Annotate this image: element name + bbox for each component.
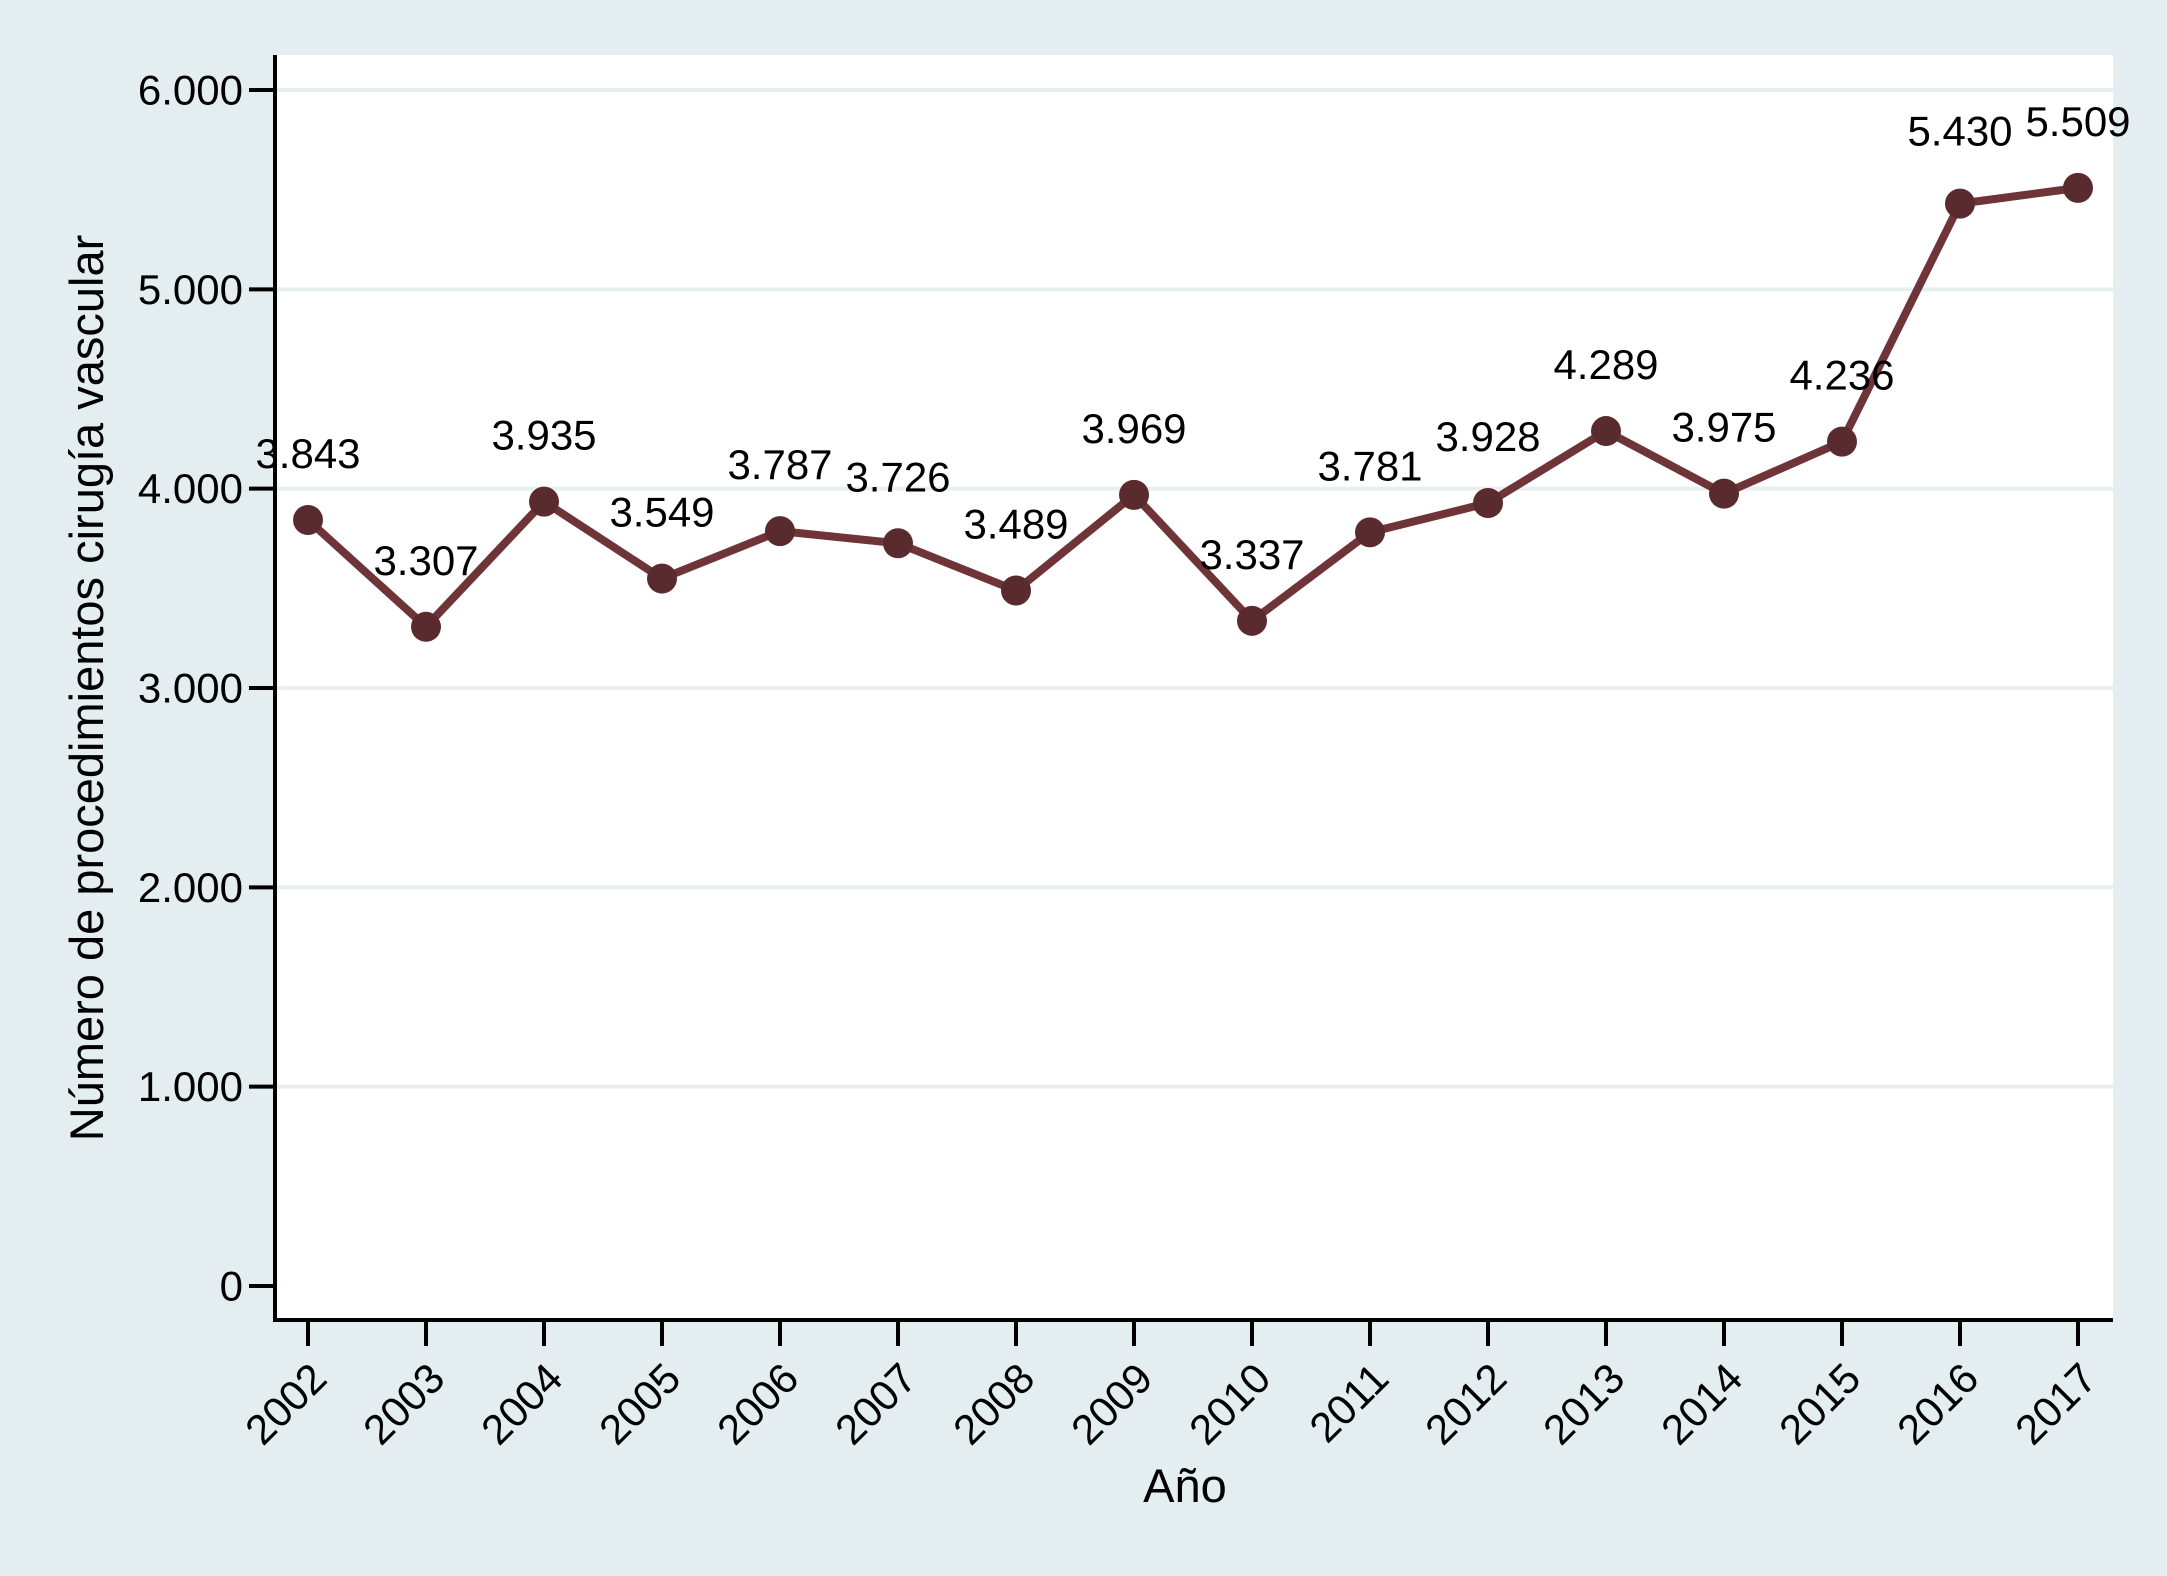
data-point bbox=[1945, 188, 1975, 219]
data-point-label: 3.969 bbox=[1081, 405, 1186, 452]
data-point-label: 3.928 bbox=[1435, 413, 1540, 460]
data-point-label: 3.337 bbox=[1199, 531, 1304, 578]
gridlines bbox=[276, 88, 2113, 1089]
data-point bbox=[1473, 488, 1503, 519]
y-axis: 0 1.000 2.000 3.000 4.000 5.000 6.000 bbox=[138, 55, 277, 1322]
data-point-label: 4.289 bbox=[1553, 341, 1658, 388]
y-tick-label: 5.000 bbox=[138, 266, 243, 313]
series: 3.843 3.307 3.935 3.549 3.787 3.726 3.489 3.969… bbox=[255, 98, 2131, 642]
data-point bbox=[1237, 605, 1267, 636]
data-point bbox=[411, 611, 441, 642]
x-axis-title: Año bbox=[1143, 1459, 1227, 1512]
x-ticks bbox=[306, 1322, 2080, 1346]
series-line bbox=[305, 183, 2079, 633]
data-point-label: 3.307 bbox=[373, 537, 478, 584]
data-point-label: 3.975 bbox=[1671, 404, 1776, 451]
data-point-label: 5.430 bbox=[1907, 108, 2012, 155]
data-point-label: 3.489 bbox=[963, 501, 1068, 548]
data-point-label: 5.509 bbox=[2025, 98, 2130, 145]
series-markers bbox=[293, 172, 2093, 642]
data-point bbox=[883, 528, 913, 559]
data-point bbox=[1591, 416, 1621, 447]
y-axis-title: Número de procedimientos cirugía vascula… bbox=[60, 235, 113, 1141]
data-point bbox=[293, 504, 323, 535]
data-point-label: 3.843 bbox=[255, 430, 360, 477]
data-point-label: 3.787 bbox=[727, 441, 832, 488]
data-point bbox=[2063, 172, 2093, 203]
data-point bbox=[529, 486, 559, 517]
y-ticks bbox=[249, 88, 275, 1288]
data-point bbox=[1001, 575, 1031, 606]
data-point bbox=[1119, 479, 1149, 510]
data-point bbox=[647, 563, 677, 594]
y-tick-label: 4.000 bbox=[138, 465, 243, 512]
data-point-label: 4.236 bbox=[1789, 352, 1894, 399]
y-tick-labels: 0 1.000 2.000 3.000 4.000 5.000 6.000 bbox=[138, 67, 243, 1310]
data-point-label: 3.549 bbox=[609, 489, 714, 536]
data-point bbox=[1709, 478, 1739, 509]
data-point-label: 3.935 bbox=[491, 412, 596, 459]
data-point bbox=[1355, 517, 1385, 548]
y-tick-label: 2.000 bbox=[138, 864, 243, 911]
data-point bbox=[1827, 426, 1857, 457]
y-tick-label: 6.000 bbox=[138, 67, 243, 114]
data-point-label: 3.726 bbox=[845, 453, 950, 500]
data-point-label: 3.781 bbox=[1317, 442, 1422, 489]
y-tick-label: 0 bbox=[220, 1263, 243, 1310]
series-point-labels: 3.843 3.307 3.935 3.549 3.787 3.726 3.489 3.969… bbox=[255, 98, 2130, 584]
y-tick-label: 3.000 bbox=[138, 665, 243, 712]
y-tick-label: 1.000 bbox=[138, 1063, 243, 1110]
data-point bbox=[765, 516, 795, 547]
